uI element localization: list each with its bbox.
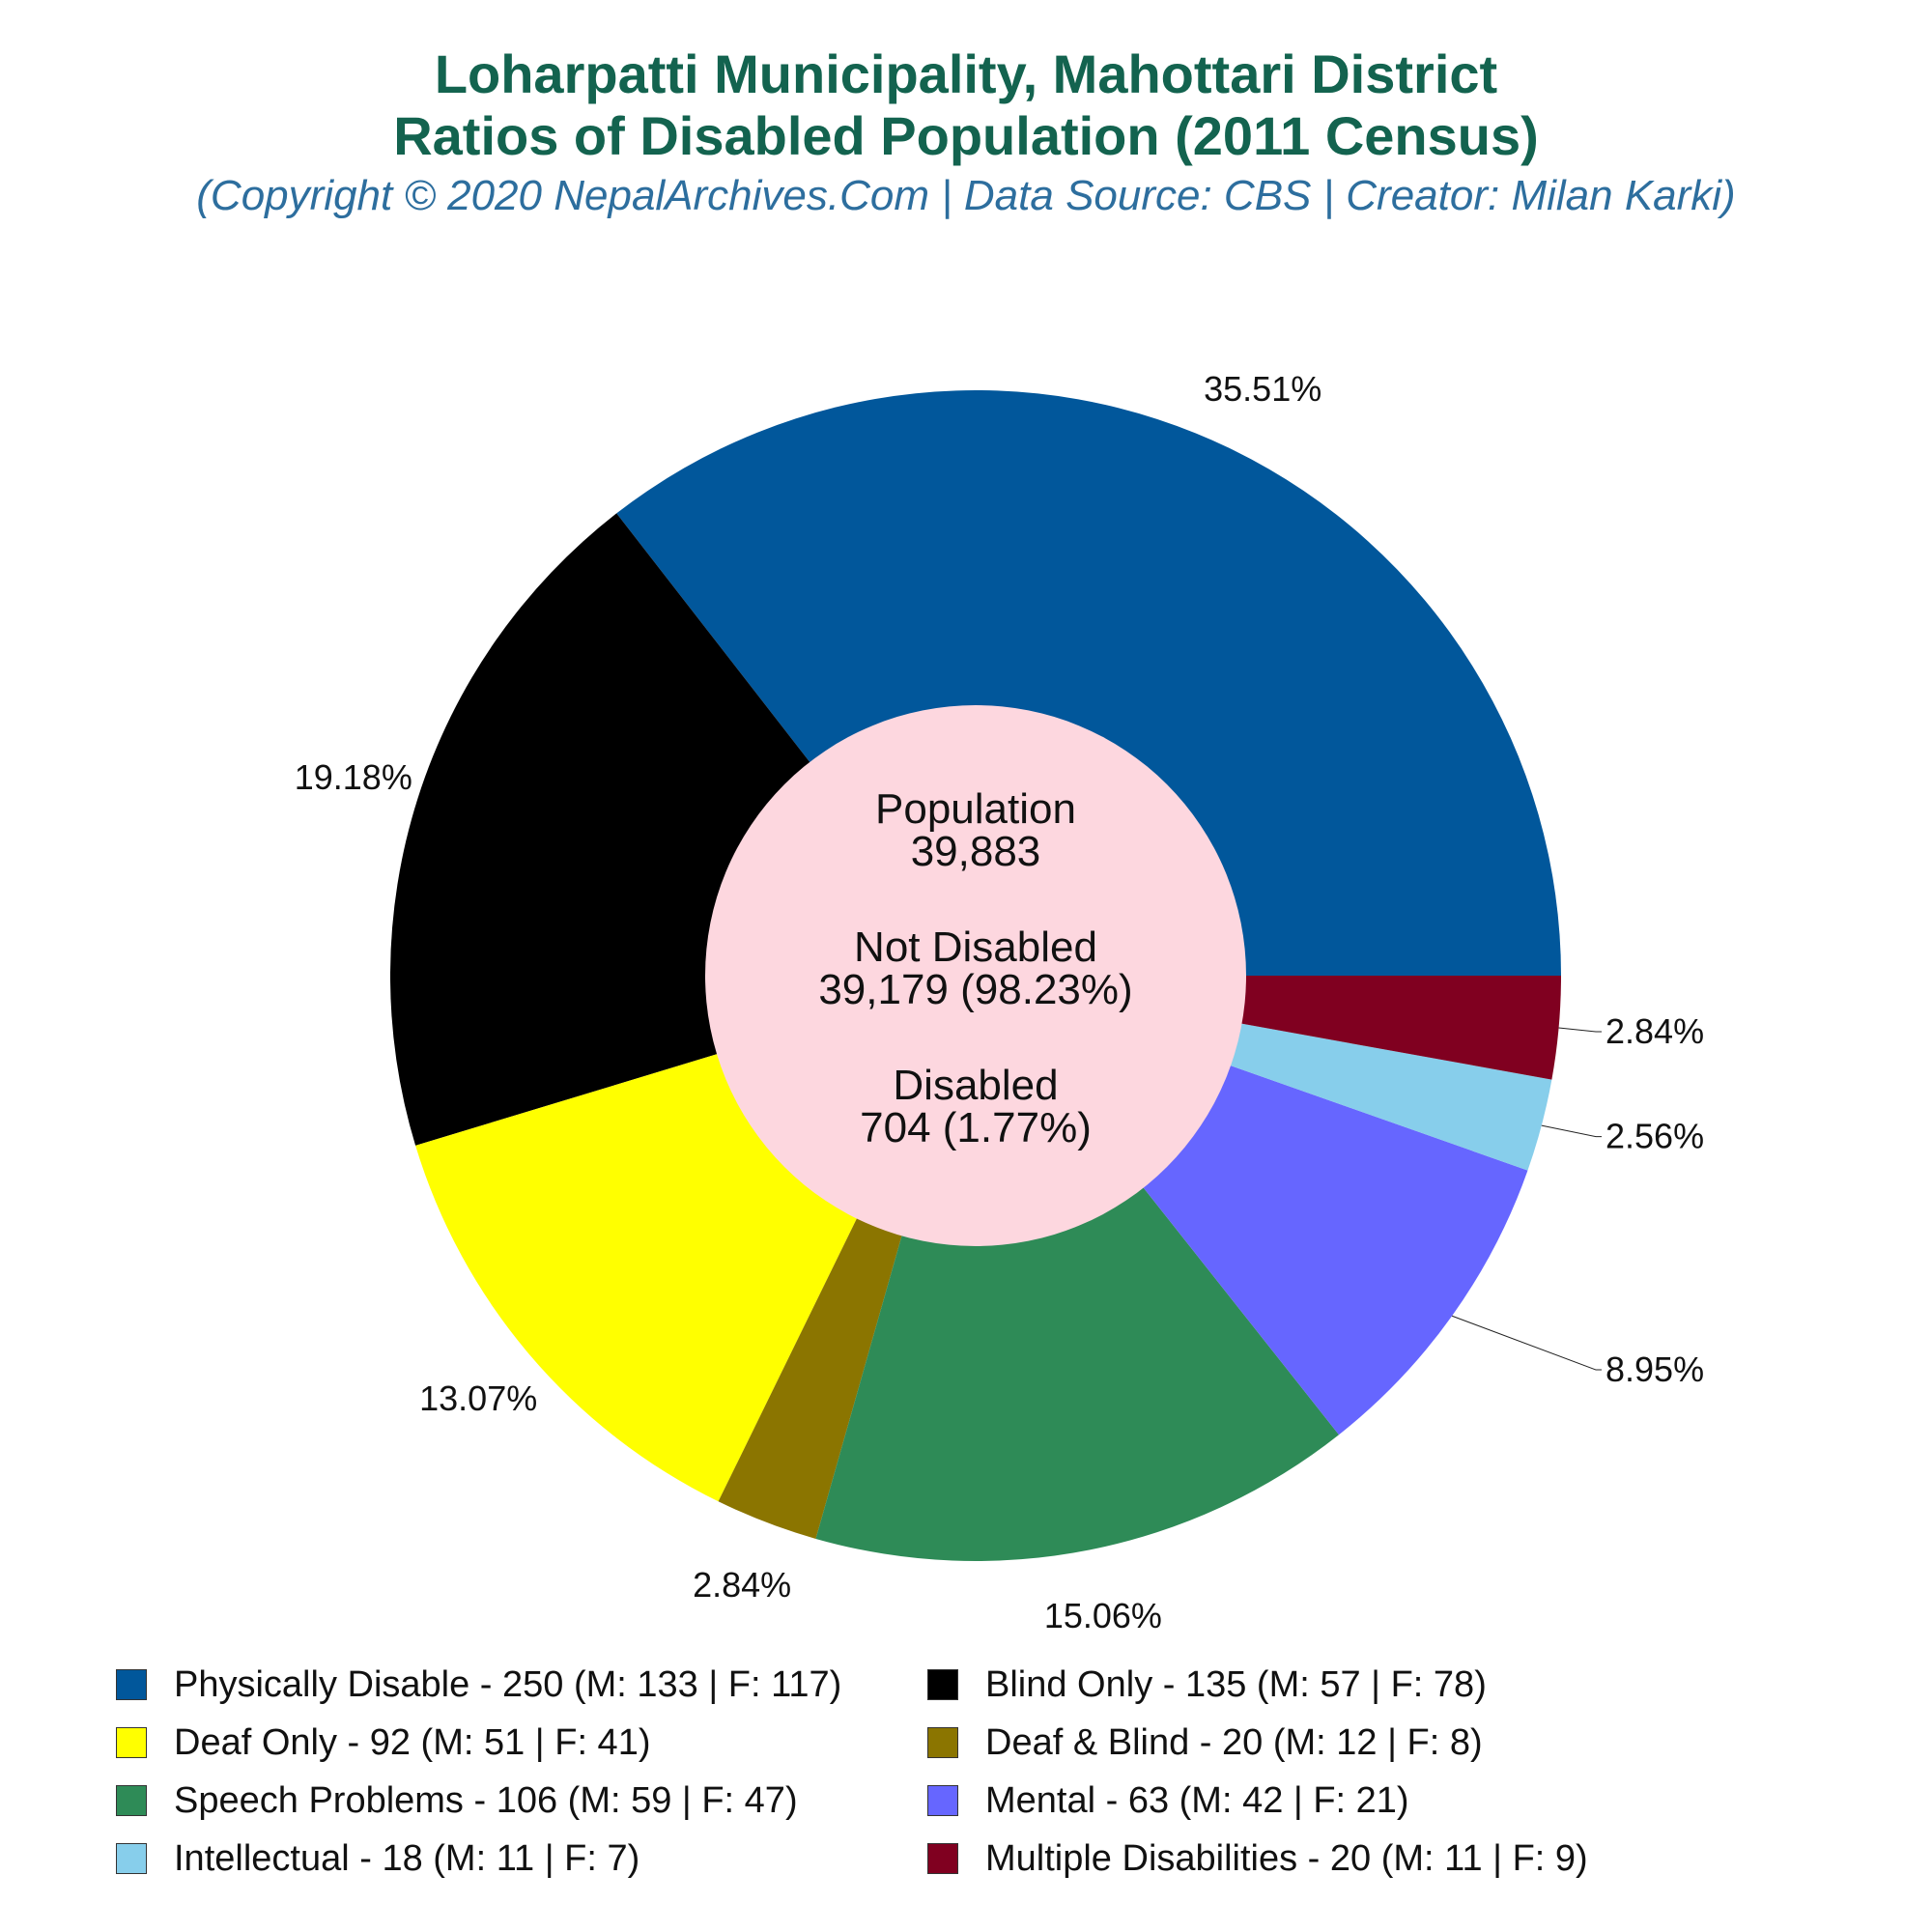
legend-item: Deaf & Blind - 20 (M: 12 | F: 8)	[927, 1719, 1483, 1766]
legend-item: Intellectual - 18 (M: 11 | F: 7)	[116, 1835, 639, 1882]
slice-label-multiple-disabilities: 2.84%	[1605, 1011, 1704, 1051]
center-disabled-label: Disabled	[893, 1062, 1058, 1109]
legend-swatch	[927, 1727, 958, 1758]
center-not-disabled-label: Not Disabled	[854, 923, 1097, 971]
pie-chart: 35.51% 19.18% 13.07% 2.84% 15.06% 8.95% 2.56% 2…	[295, 369, 1704, 1635]
legend-label: Deaf Only - 92 (M: 51 | F: 41)	[174, 1721, 651, 1763]
leader-line	[1558, 1027, 1602, 1033]
center-disabled-value: 704 (1.77%)	[860, 1104, 1092, 1151]
legend-item: Deaf Only - 92 (M: 51 | F: 41)	[116, 1719, 650, 1766]
slice-label-deaf-only: 13.07%	[419, 1378, 537, 1418]
chart-title-line1: Loharpatti Municipality, Mahottari Distr…	[434, 43, 1498, 104]
legend-swatch	[116, 1669, 147, 1700]
legend-swatch	[116, 1843, 147, 1874]
chart-subtitle: (Copyright © 2020 NepalArchives.Com | Da…	[196, 172, 1736, 219]
chart-legend: Physically Disable - 250 (M: 133 | F: 11…	[0, 1662, 1932, 1893]
slice-label-mental: 8.95%	[1605, 1350, 1704, 1389]
slice-label-blind-only: 19.18%	[295, 757, 412, 797]
legend-label: Blind Only - 135 (M: 57 | F: 78)	[985, 1663, 1487, 1705]
center-population-value: 39,883	[911, 828, 1041, 875]
legend-item: Speech Problems - 106 (M: 59 | F: 47)	[116, 1777, 798, 1824]
legend-item: Blind Only - 135 (M: 57 | F: 78)	[927, 1662, 1487, 1708]
legend-label: Physically Disable - 250 (M: 133 | F: 11…	[174, 1663, 842, 1705]
legend-swatch	[116, 1727, 147, 1758]
legend-swatch	[927, 1785, 958, 1816]
legend-label: Multiple Disabilities - 20 (M: 11 | F: 9…	[985, 1837, 1588, 1879]
pie-slice-physically-disable	[616, 390, 1561, 977]
center-circle	[705, 705, 1246, 1246]
slice-label-physically-disable: 35.51%	[1204, 369, 1321, 409]
legend-swatch	[116, 1785, 147, 1816]
slice-label-speech-problems: 15.06%	[1044, 1596, 1162, 1635]
legend-label: Speech Problems - 106 (M: 59 | F: 47)	[174, 1779, 798, 1821]
legend-label: Intellectual - 18 (M: 11 | F: 7)	[174, 1837, 640, 1879]
legend-swatch	[927, 1843, 958, 1874]
legend-item: Physically Disable - 250 (M: 133 | F: 11…	[116, 1662, 841, 1708]
leader-line	[1541, 1124, 1602, 1138]
legend-item: Mental - 63 (M: 42 | F: 21)	[927, 1777, 1409, 1824]
legend-swatch	[927, 1669, 958, 1700]
chart-title-line2: Ratios of Disabled Population (2011 Cens…	[393, 105, 1539, 166]
slice-label-intellectual: 2.56%	[1605, 1117, 1704, 1156]
legend-label: Deaf & Blind - 20 (M: 12 | F: 8)	[985, 1721, 1483, 1763]
slice-label-deaf-blind: 2.84%	[693, 1565, 791, 1605]
legend-item: Multiple Disabilities - 20 (M: 11 | F: 9…	[927, 1835, 1588, 1882]
center-not-disabled-value: 39,179 (98.23%)	[818, 966, 1132, 1013]
slice-labels: 35.51% 19.18% 13.07% 2.84% 15.06% 8.95% 2.56% 2…	[295, 369, 1704, 1635]
center-population-label: Population	[875, 785, 1076, 833]
center-info: Population 39,883 Not Disabled 39,179 (9…	[818, 785, 1132, 1151]
leader-line	[1451, 1315, 1602, 1371]
legend-label: Mental - 63 (M: 42 | F: 21)	[985, 1779, 1409, 1821]
